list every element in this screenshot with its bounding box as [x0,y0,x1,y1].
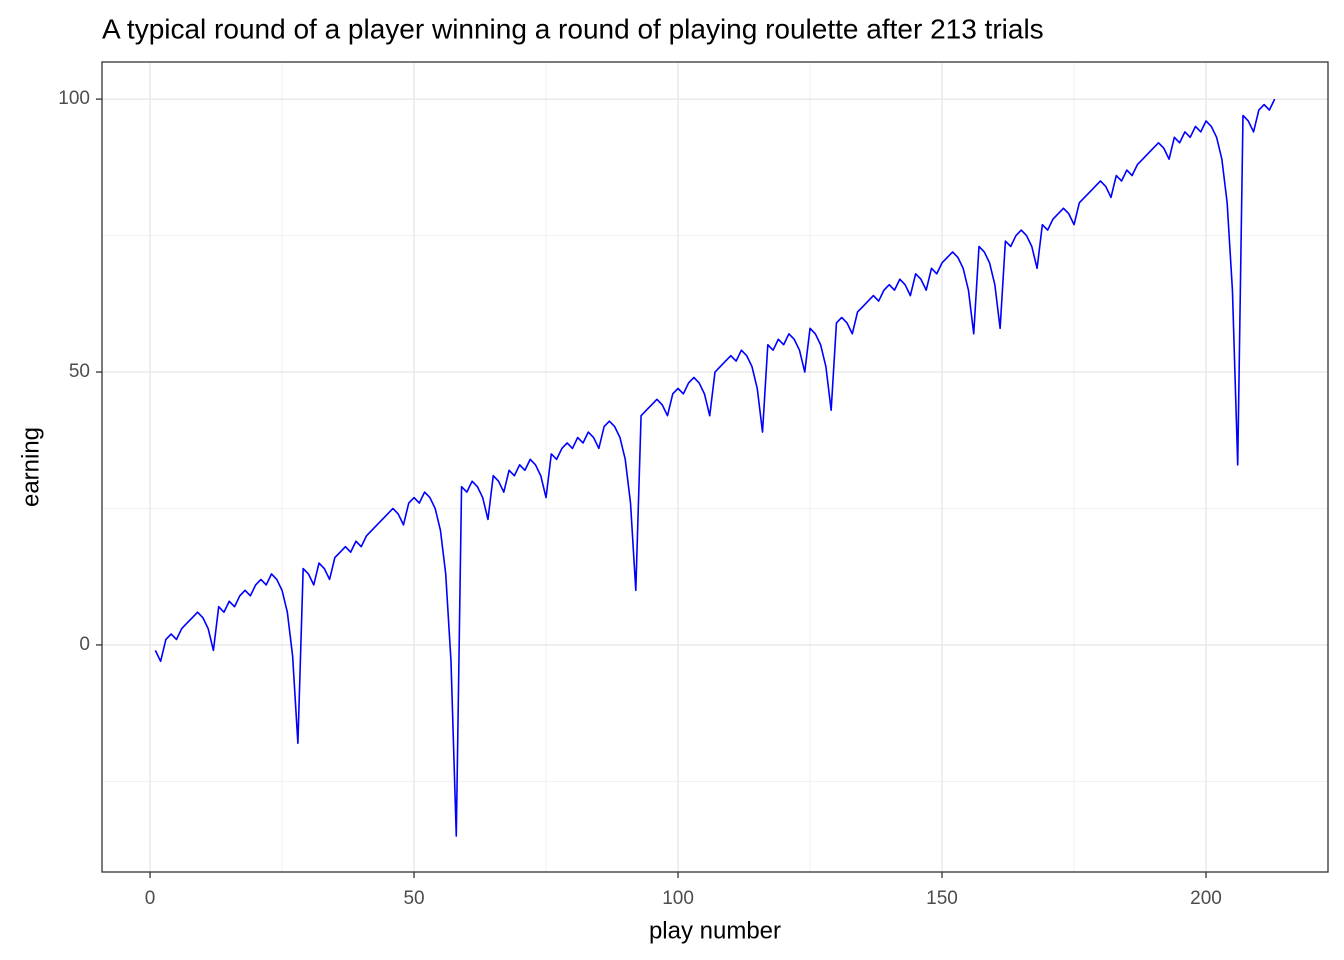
y-tick-label: 50 [69,361,90,382]
x-axis-label: play number [649,917,781,944]
x-tick-label: 200 [1190,888,1222,909]
x-tick-label: 0 [145,888,156,909]
line-series [154,98,1276,837]
y-tick-label: 0 [79,634,90,655]
plot [154,98,1276,837]
x-tick-label: 100 [662,888,694,909]
y-tick-label: 100 [58,88,90,109]
y-axis-label: earning [17,427,44,507]
chart-title: A typical round of a player winning a ro… [102,13,1044,44]
x-tick-label: 150 [926,888,958,909]
x-tick-label: 50 [403,888,424,909]
panel-border [101,61,1329,873]
